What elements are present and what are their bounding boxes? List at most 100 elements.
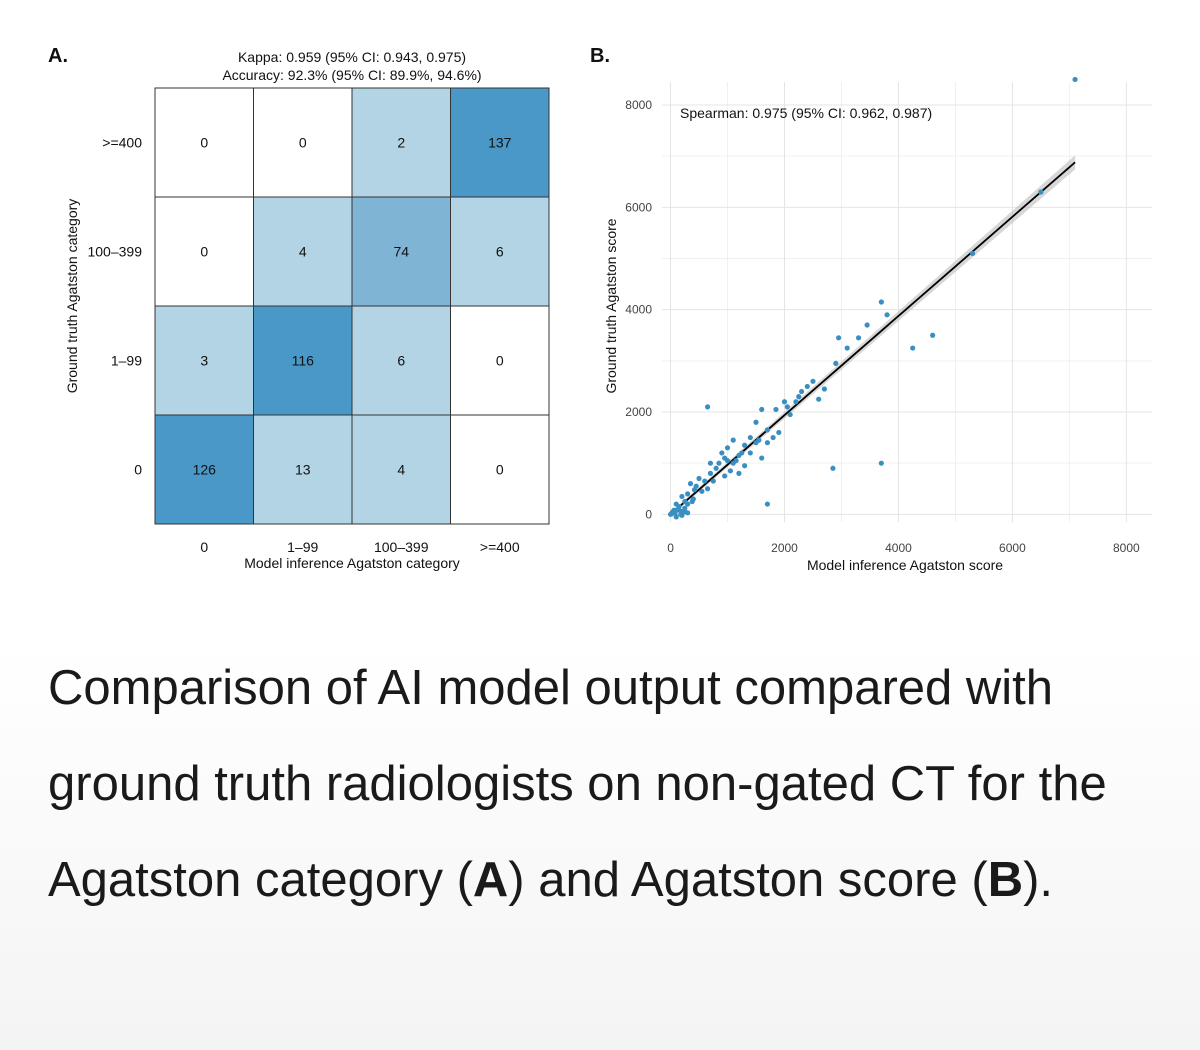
heatmap-cell [351, 87, 451, 198]
scatter-point [830, 465, 836, 471]
heatmap-cell [450, 196, 550, 307]
heatmap-row-tick-label: 0 [134, 462, 142, 478]
heatmap-col-tick-label: 100–399 [374, 539, 429, 555]
heatmap-cell-label: 13 [295, 462, 311, 478]
panel-a-label: A. [48, 45, 68, 67]
x-tick-label: 2000 [771, 541, 798, 555]
scatter-point [727, 468, 733, 474]
heatmap-cell [253, 196, 353, 307]
scatter-point [878, 460, 884, 466]
heatmap-cell-label: 0 [496, 353, 504, 369]
caption-part-1: Comparison of AI model output compared w… [48, 661, 1107, 907]
heatmap-cell [450, 305, 550, 416]
scatter-point [930, 332, 936, 338]
scatter-point [787, 411, 793, 418]
heatmap-cell-label: 0 [200, 135, 208, 151]
heatmap-cell-label: 74 [393, 244, 409, 260]
scatter-point [747, 450, 753, 456]
heatmap-col-ticks: 0 1–99 100–399 >=400 [200, 539, 519, 555]
y-tick-label: 4000 [625, 303, 652, 317]
scatter-ticks: 0 2000 4000 6000 8000 0 2000 4000 6000 8000 [625, 98, 1140, 555]
scatter-point [764, 501, 771, 507]
x-tick-label: 0 [667, 541, 674, 555]
scatter-point [770, 434, 776, 441]
heatmap-y-label: Ground truth Agatston category [64, 199, 80, 394]
x-tick-label: 8000 [1113, 541, 1140, 555]
scatter-point [793, 399, 799, 405]
heatmap-cell-label: 4 [397, 462, 405, 478]
heatmap-cell [154, 196, 254, 307]
scatter-y-label: Ground truth Agatston score [603, 218, 619, 393]
scatter-point [679, 512, 685, 518]
scatter-point [816, 396, 822, 402]
scatter-point [1038, 189, 1044, 195]
scatter-point [756, 437, 762, 443]
caption-part-3: ). [1023, 853, 1054, 907]
scatter-point [836, 335, 842, 341]
scatter-panel: B. 0 2000 4000 6000 8000 0 2000 4000 6000 8000 Sp… [590, 45, 1152, 573]
scatter-point [804, 383, 810, 390]
heatmap-cell-label: 6 [397, 353, 405, 369]
scatter-point [704, 404, 711, 410]
heatmap-col-tick-label: >=400 [480, 539, 520, 555]
scatter-point [747, 434, 753, 441]
scatter-point [764, 440, 771, 446]
scatter-point [722, 455, 728, 461]
scatter-point [691, 487, 698, 493]
y-tick-label: 6000 [625, 200, 652, 214]
spearman-annotation: Spearman: 0.975 (95% CI: 0.962, 0.987) [680, 105, 932, 121]
accuracy-subtitle: Accuracy: 92.3% (95% CI: 89.9%, 94.6%) [222, 67, 481, 83]
scatter-point [1072, 76, 1078, 83]
scatter-point [759, 406, 765, 413]
heatmap-x-label: Model inference Agatston category [244, 555, 460, 571]
caption-ref-b: B [987, 853, 1024, 907]
scatter-point [689, 498, 695, 505]
scatter-point [796, 394, 802, 400]
heatmap-row-ticks: >=400 100–399 1–99 0 [87, 135, 142, 478]
panel-b-label: B. [590, 45, 610, 67]
heatmap-cell [253, 414, 353, 525]
heatmap-row-tick-label: 100–399 [87, 244, 142, 260]
heatmap-cell [154, 414, 254, 525]
heatmap-cells: 0 0 2 137 0 4 74 6 3 116 6 0 126 13 4 0 [154, 87, 550, 525]
scatter-point [742, 442, 748, 448]
scatter-point [707, 470, 714, 476]
caption-part-2: ) and Agatston score ( [508, 853, 988, 907]
scatter-point [682, 505, 688, 511]
scatter-point [855, 335, 862, 341]
heatmap-cell [154, 87, 254, 198]
scatter-point [702, 478, 708, 484]
scatter-point [759, 455, 765, 461]
heatmap-cell [253, 305, 353, 416]
scatter-point [776, 429, 782, 436]
heatmap-cell-label: 4 [299, 244, 307, 260]
scatter-point [821, 386, 827, 392]
scatter-point [722, 473, 728, 479]
heatmap-row-tick-label: 1–99 [111, 353, 142, 369]
y-tick-label: 8000 [625, 98, 652, 112]
scatter-point [713, 465, 719, 471]
scatter-point [685, 491, 691, 497]
heatmap-cell-label: 126 [193, 462, 217, 478]
figure-caption: Comparison of AI model output compared w… [48, 640, 1158, 928]
scatter-point [736, 470, 742, 476]
scatter-point [687, 481, 694, 487]
scatter-point [742, 463, 748, 469]
scatter-point [704, 486, 711, 492]
scatter-point [724, 445, 731, 451]
scatter-point [673, 501, 679, 507]
y-tick-label: 0 [645, 507, 652, 521]
figure: A. Kappa: 0.959 (95% CI: 0.943, 0.975) A… [48, 45, 1152, 573]
scatter-point [685, 510, 691, 516]
scatter-point [884, 312, 890, 318]
scatter-points [667, 76, 1078, 520]
scatter-point [764, 427, 771, 433]
scatter-point [753, 419, 759, 425]
heatmap-cell-label: 0 [299, 135, 307, 151]
heatmap-cell [351, 414, 451, 525]
heatmap-col-tick-label: 0 [200, 539, 208, 555]
heatmap-cell-label: 2 [397, 135, 405, 151]
scatter-point [710, 478, 716, 484]
heatmap-cell-label: 116 [292, 353, 315, 369]
scatter-point [673, 514, 679, 520]
